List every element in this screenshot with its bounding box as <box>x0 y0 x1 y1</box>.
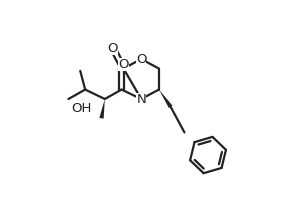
Text: O: O <box>136 53 147 66</box>
Text: N: N <box>136 92 146 106</box>
Polygon shape <box>99 99 105 119</box>
Polygon shape <box>159 89 173 108</box>
Text: O: O <box>118 58 129 71</box>
Text: OH: OH <box>72 102 92 115</box>
Text: O: O <box>107 42 118 55</box>
